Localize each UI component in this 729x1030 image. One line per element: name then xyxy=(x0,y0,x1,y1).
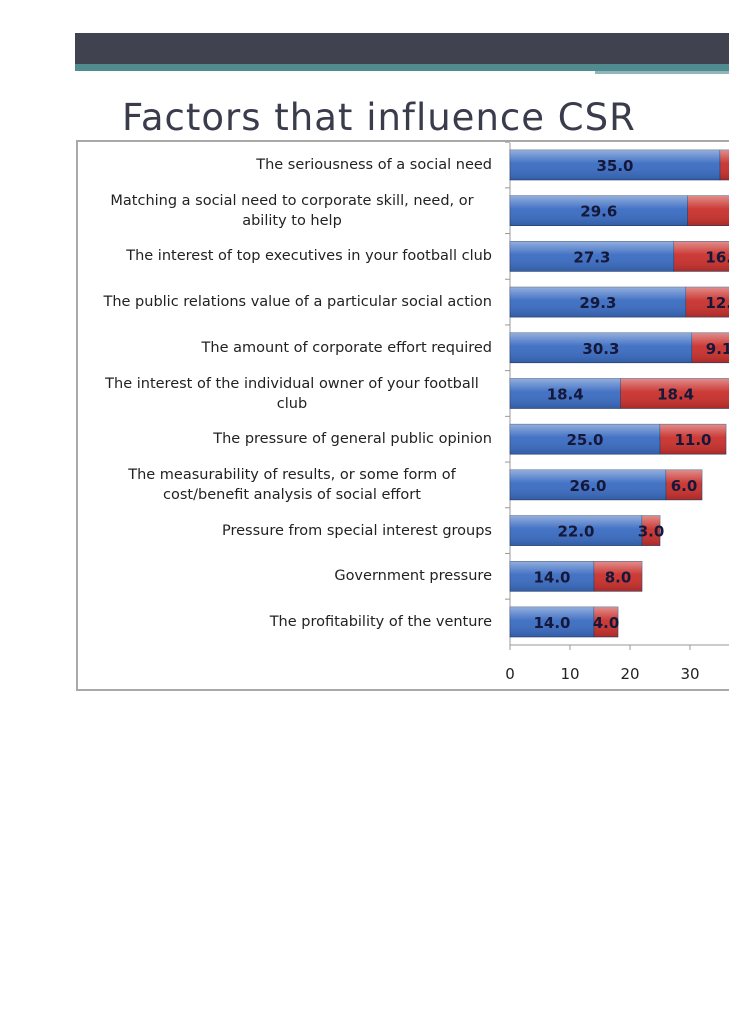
category-label: Matching a social need to corporate skil… xyxy=(82,189,492,233)
category-label: Government pressure xyxy=(82,554,492,598)
bar-sheen xyxy=(510,561,594,592)
bar-sheen xyxy=(594,561,642,592)
category-text: Matching a social need to corporate skil… xyxy=(110,192,474,229)
bar-sheen xyxy=(510,515,642,546)
category-text: The pressure of general public opinion xyxy=(213,431,492,448)
x-tick-label: 30 xyxy=(680,665,699,683)
category-label: The pressure of general public opinion xyxy=(82,417,492,461)
bar-sheen xyxy=(594,607,618,637)
category-label: The interest of the individual owner of … xyxy=(82,372,492,416)
bar-sheen xyxy=(642,515,660,546)
category-text: The profitability of the venture xyxy=(269,614,492,630)
slide-title: Factors that influence CSR xyxy=(122,96,636,139)
bar-sheen xyxy=(510,607,594,637)
bar-sheen xyxy=(510,469,666,500)
bar-sheen xyxy=(685,287,729,318)
value-label: 29.3 xyxy=(579,294,616,312)
bar-sheen xyxy=(720,150,729,180)
category-label: The interest of top executives in your f… xyxy=(82,234,492,278)
header-bar xyxy=(75,33,729,64)
x-tick-label: 10 xyxy=(560,665,579,683)
category-label: The seriousness of a social need xyxy=(82,143,492,187)
bar-sheen xyxy=(510,195,688,226)
category-text: The seriousness of a social need xyxy=(256,157,492,173)
value-label: 9.1 xyxy=(706,340,729,358)
category-label: Pressure from special interest groups xyxy=(82,509,492,553)
value-label: 29.6 xyxy=(580,203,617,221)
category-label: The measurability of results, or some fo… xyxy=(82,463,492,507)
bar-sheen xyxy=(687,195,729,226)
header-accent xyxy=(595,71,729,74)
category-text: The public relations value of a particul… xyxy=(103,294,492,311)
value-label: 4.0 xyxy=(593,614,620,632)
category-label: The amount of corporate effort required xyxy=(82,326,492,370)
bar-sheen xyxy=(510,424,660,455)
value-label: 14.0 xyxy=(533,568,570,586)
value-label: 11.0 xyxy=(674,431,711,449)
value-label: 14.0 xyxy=(533,614,570,632)
category-text: Pressure from special interest groups xyxy=(222,522,492,539)
value-label: 26.0 xyxy=(569,477,606,495)
value-label: 22.0 xyxy=(557,523,594,541)
value-label: 18.4 xyxy=(657,386,694,404)
value-label: 30.3 xyxy=(582,340,619,358)
category-text: The interest of the individual owner of … xyxy=(105,375,479,412)
category-text: The amount of corporate effort required xyxy=(201,339,492,356)
value-label: 27.3 xyxy=(573,248,610,266)
bar-sheen xyxy=(691,332,729,363)
header-stripe xyxy=(75,64,729,71)
x-tick-label: 20 xyxy=(620,665,639,683)
category-label: The public relations value of a particul… xyxy=(82,280,492,324)
category-text: The measurability of results, or some fo… xyxy=(128,466,456,503)
bar-sheen xyxy=(510,287,686,318)
value-label: 3.0 xyxy=(638,523,665,541)
value-label: 25.0 xyxy=(566,431,603,449)
bar-sheen xyxy=(510,150,720,180)
category-text: The interest of top executives in your f… xyxy=(126,248,492,265)
x-tick-label: 0 xyxy=(505,665,515,683)
value-label: 12.7 xyxy=(705,294,729,312)
value-label: 8.0 xyxy=(605,568,632,586)
category-text: Government pressure xyxy=(334,568,492,585)
category-label: The profitability of the venture xyxy=(82,600,492,644)
value-label: 6.0 xyxy=(671,477,698,495)
value-label: 16.7 xyxy=(705,248,729,266)
bar-sheen xyxy=(510,332,692,363)
chart-frame xyxy=(76,140,729,691)
bar-sheen xyxy=(620,378,729,409)
bar-sheen xyxy=(666,469,702,500)
bar-sheen xyxy=(673,241,729,272)
value-label: 35.0 xyxy=(596,157,633,175)
bar-sheen xyxy=(510,378,621,409)
bar-sheen xyxy=(510,241,674,272)
bar-sheen xyxy=(660,424,726,455)
value-label: 18.4 xyxy=(547,386,584,404)
